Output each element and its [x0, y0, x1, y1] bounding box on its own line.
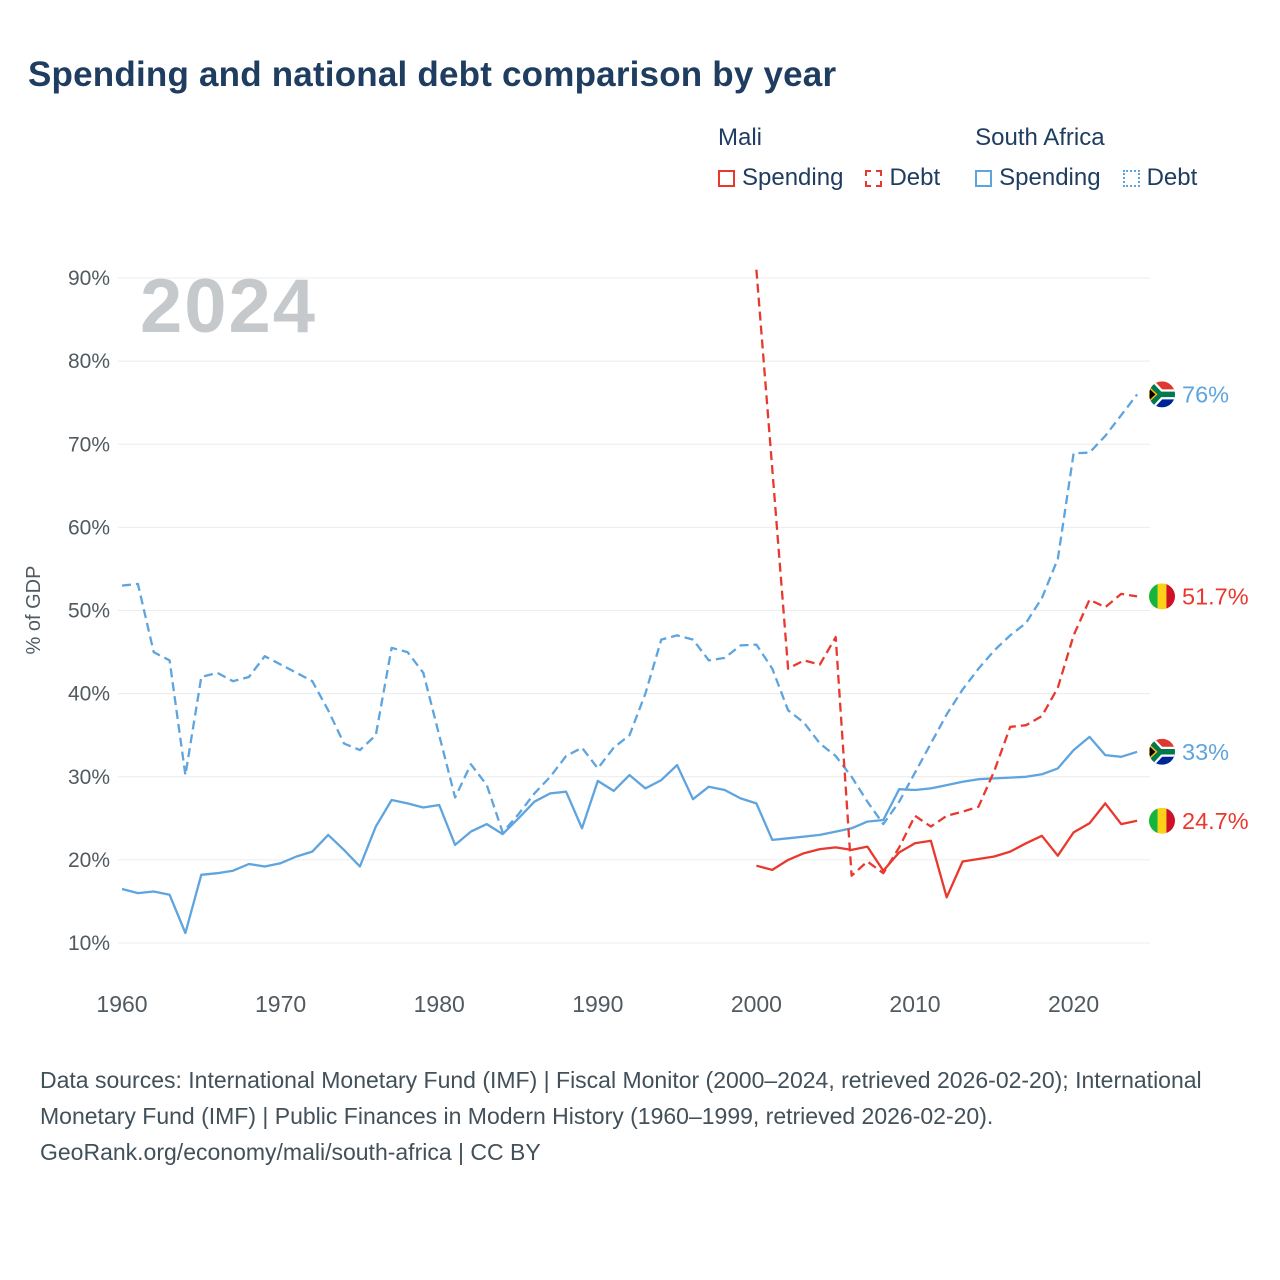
y-tick-label-90: 90% [68, 267, 110, 290]
legend-item-label-mali-debt: Debt [889, 164, 941, 191]
legend-item-label-south-africa-spending: Spending [999, 164, 1101, 191]
attribution-text: GeoRank.org/economy/mali/south-africa | … [40, 1139, 541, 1165]
line-mali-spending [756, 802, 1138, 899]
legend-item-mali-debt: Debt [865, 164, 940, 192]
y-tick-label-20: 20% [68, 849, 110, 872]
legend-item-label-south-africa-debt: Debt [1146, 164, 1198, 191]
line-mali-debt [755, 269, 1138, 877]
y-axis-title: % of GDP [23, 566, 45, 655]
line-south-africa-debt [121, 393, 1139, 834]
x-tick-label-1990: 1990 [572, 991, 623, 1017]
x-tick-label-2000: 2000 [731, 991, 782, 1017]
chart-legend: Mali Spending Debt South Africa Spending [718, 124, 1197, 192]
chart-footer: Data sources: International Monetary Fun… [40, 1062, 1245, 1170]
end-label-mali-debt: 51.7% [1182, 583, 1249, 609]
x-tick-label-1970: 1970 [255, 991, 306, 1017]
legend-group-title-south-africa: South Africa [975, 124, 1105, 151]
end-labels-layer: 76% 33% 51.7% 24.7% [1147, 380, 1249, 834]
legend-item-south-africa-debt: Debt [1122, 164, 1198, 192]
flag-mali-icon [1149, 808, 1175, 834]
series-lines-layer [121, 269, 1139, 935]
watermark-year: 2024 [140, 264, 317, 349]
data-sources-text: Data sources: International Monetary Fun… [40, 1067, 1202, 1129]
legend-item-mali-spending: Spending [718, 164, 843, 192]
end-label-south-africa-debt: 76% [1182, 381, 1229, 407]
legend-item-label-mali-spending: Spending [742, 164, 844, 191]
y-tick-label-40: 40% [68, 683, 110, 706]
legend-item-south-africa-spending: Spending [975, 164, 1101, 192]
chart-plot-area: 2024 90% 80% 70% 60% 50% 40% 30% 20% 10% 1960 1970… [0, 230, 1280, 1030]
legend-group-mali: Mali Spending Debt [718, 124, 940, 192]
y-tick-label-80: 80% [68, 350, 110, 373]
south-africa-debt-swatch-icon [1122, 169, 1140, 187]
end-label-south-africa-spending: 33% [1182, 739, 1229, 765]
flag-mali-icon [1149, 583, 1175, 609]
flag-south-africa-icon [1147, 738, 1177, 766]
mali-debt-swatch-icon [865, 169, 883, 187]
y-tick-label-30: 30% [68, 766, 110, 789]
chart-canvas: 2024 90% 80% 70% 60% 50% 40% 30% 20% 10% 1960 1970… [23, 264, 1249, 1017]
axis-labels-layer: 90% 80% 70% 60% 50% 40% 30% 20% 10% 1960 1970 1980 1… [23, 267, 1099, 1017]
line-south-africa-spending [121, 735, 1138, 935]
y-tick-label-60: 60% [68, 516, 110, 539]
x-tick-label-2010: 2010 [889, 991, 940, 1017]
legend-group-title-mali: Mali [718, 124, 763, 151]
legend-group-south-africa: South Africa Spending Debt [975, 124, 1197, 192]
x-tick-label-1980: 1980 [414, 991, 465, 1017]
flag-south-africa-icon [1147, 380, 1177, 408]
y-tick-label-50: 50% [68, 600, 110, 623]
legend-items-mali: Spending Debt [718, 164, 940, 192]
x-tick-label-2020: 2020 [1048, 991, 1099, 1017]
south-africa-spending-swatch-icon [975, 169, 993, 187]
y-tick-label-10: 10% [68, 932, 110, 955]
gridlines-layer: 2024 [118, 264, 1150, 944]
mali-spending-swatch-icon [718, 169, 735, 187]
y-tick-label-70: 70% [68, 433, 110, 456]
end-label-mali-spending: 24.7% [1182, 808, 1249, 834]
legend-items-south-africa: Spending Debt [975, 164, 1197, 192]
x-tick-label-1960: 1960 [96, 991, 147, 1017]
chart-title: Spending and national debt comparison by… [28, 55, 837, 94]
